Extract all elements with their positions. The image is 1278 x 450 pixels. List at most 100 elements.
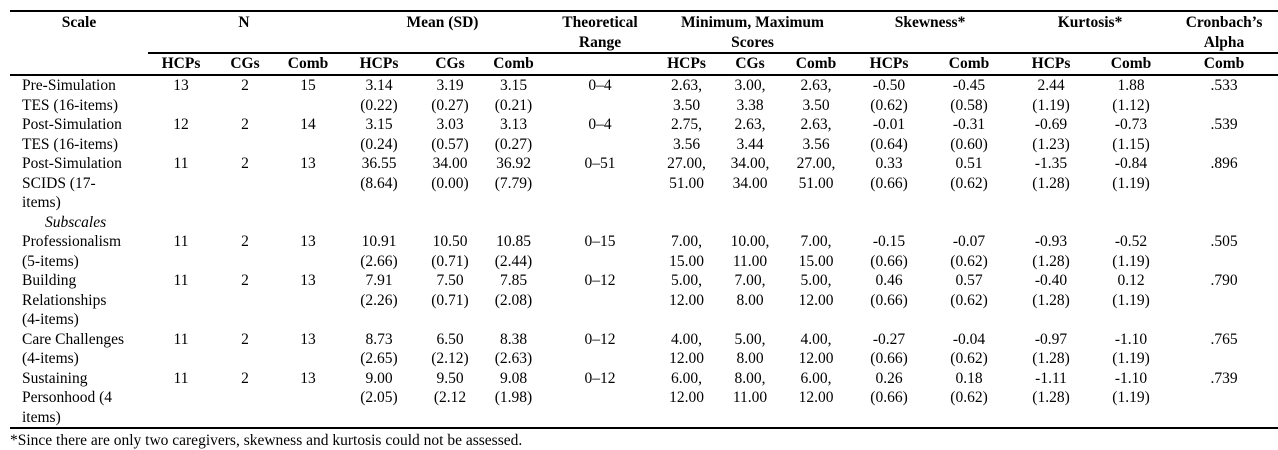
table-footnote: *Since there are only two caregivers, sk… <box>10 432 523 449</box>
group-header-n: N <box>148 11 340 54</box>
data-cell <box>1170 213 1278 233</box>
data-cell: 5.00, 12.00 <box>669 272 704 309</box>
data-cell: 27.00, 51.00 <box>796 155 836 192</box>
data-cell: 0–12 <box>584 330 616 348</box>
data-cell: 2 <box>241 272 249 289</box>
data-cell: 0–12 <box>584 272 616 289</box>
data-cell: .533 <box>1210 77 1238 94</box>
data-cell: 6.00, 12.00 <box>782 368 851 429</box>
data-cell: 0–12 <box>545 368 655 429</box>
data-cell <box>1092 213 1170 233</box>
min-max-line2: Scores <box>731 33 774 51</box>
data-cell: 0.51 (0.62) <box>950 155 988 192</box>
data-cell <box>148 213 214 233</box>
data-cell <box>928 213 1010 233</box>
data-cell: 34.00, 34.00 <box>730 155 770 192</box>
subheader-mean-comb: Comb <box>482 53 545 76</box>
data-cell: 13 <box>300 233 316 250</box>
table-row: Pre-Simulation TES (16-items) 13 2 15 3.14 (0.… <box>10 75 1278 115</box>
data-cell: -0.31 (0.60) <box>950 116 988 153</box>
data-cell: 2.63, 3.56 <box>800 116 832 153</box>
data-cell: 4.00, 12.00 <box>669 330 704 368</box>
subheader-mean-cgs: CGs <box>418 53 482 76</box>
data-cell: 9.00 (2.05) <box>340 368 418 429</box>
data-cell: 10.50 (0.71) <box>431 233 469 270</box>
data-cell: 13 <box>173 77 189 94</box>
data-cell: 7.85 (2.08) <box>494 272 533 309</box>
data-cell: 34.00 (0.00) <box>431 155 469 192</box>
subheader-minmax-cgs: CGs <box>718 53 782 76</box>
table-row: Building Relationships (4-items) 11 2 13 7.91(… <box>10 271 1278 330</box>
data-cell: -0.01 (0.64) <box>870 116 908 153</box>
group-header-skewness: Skewness* <box>850 11 1011 54</box>
data-cell: 3.00, 3.38 <box>734 77 766 114</box>
data-cell: -1.10 (1.19) <box>1092 368 1171 429</box>
scale-cell: Post-Simulation SCIDS (17- items) <box>22 155 122 211</box>
data-cell: -0.15 (0.66) <box>870 233 908 270</box>
data-cell: 7.50 (0.71) <box>431 272 469 309</box>
group-header-cronbach-alpha: Cronbach’s Alpha <box>1170 11 1278 54</box>
data-cell: 13 <box>300 330 316 348</box>
data-cell: -1.35 (1.28) <box>1032 155 1070 192</box>
data-cell: 7.00, 15.00 <box>798 233 834 270</box>
group-header-min-max-scores: Minimum, Maximum Scores <box>655 11 851 54</box>
data-cell: -0.97 (1.28) <box>1032 330 1070 368</box>
data-cell: 3.15 (0.21) <box>494 77 533 114</box>
data-cell: .765 <box>1210 330 1238 348</box>
group-header-theoretical-range: Theoretical Range <box>545 11 655 54</box>
data-cell: -1.10 (1.19) <box>1112 330 1150 368</box>
subheader-alpha-comb: Comb <box>1170 53 1278 76</box>
data-cell: 2.63, 3.44 <box>734 116 766 153</box>
data-cell: 0–51 <box>584 155 616 172</box>
table-row: Subscales <box>10 213 1278 233</box>
group-header-kurtosis: Kurtosis* <box>1010 11 1171 54</box>
table-row: Sustaining Personhood (4 items) 11 2 13 9.00 (2… <box>10 368 1278 429</box>
descriptive-statistics-table: Scale N Mean (SD) Theoretical Range Minim… <box>10 10 1278 429</box>
data-cell: 3.19 (0.27) <box>431 77 469 114</box>
subheader-skew-comb: Comb <box>928 53 1011 76</box>
scale-cell: Professionalism (5-items) <box>22 233 122 270</box>
data-cell <box>418 213 482 233</box>
data-cell: 0.26 (0.66) <box>850 368 929 429</box>
data-cell: 11 <box>173 330 189 348</box>
data-cell: 3.03 (0.57) <box>431 116 469 153</box>
data-cell: 27.00, 51.00 <box>667 155 706 192</box>
data-cell: 0.33 (0.66) <box>870 155 908 192</box>
data-cell <box>214 213 276 233</box>
data-cell: -0.69 (1.23) <box>1032 116 1070 153</box>
data-cell: .790 <box>1210 272 1238 289</box>
data-cell: 2 <box>241 77 249 94</box>
data-cell <box>782 213 850 233</box>
data-cell: -1.11 (1.28) <box>1010 368 1093 429</box>
table-row: Professionalism (5-items) 11 2 13 10.91 (2.66)… <box>10 232 1278 271</box>
data-cell: 0.46 (0.66) <box>870 272 908 309</box>
data-cell: 2.44 (1.19) <box>1032 77 1070 114</box>
subheader-kurt-hcps: HCPs <box>1010 53 1093 76</box>
subheader-kurt-comb: Comb <box>1092 53 1171 76</box>
scale-cell: Subscales <box>45 213 107 231</box>
subheader-mean-hcps: HCPs <box>340 53 418 76</box>
theoretical-range-line2: Range <box>578 33 622 51</box>
subheader-skew-hcps: HCPs <box>850 53 929 76</box>
subheader-n-hcps: HCPs <box>148 53 214 76</box>
data-cell <box>718 213 782 233</box>
data-cell: 2.63, 3.50 <box>671 77 702 114</box>
data-cell: 5.00, 12.00 <box>798 272 834 309</box>
data-cell: 1.88 (1.12) <box>1112 77 1150 114</box>
table-row: Post-Simulation TES (16-items) 12 2 14 3.15 (0… <box>10 115 1278 154</box>
scale-cell: Pre-Simulation TES (16-items) <box>22 77 118 114</box>
table-row: Care Challenges (4-items) 11 2 13 8.73 (2.65) 6… <box>10 330 1278 369</box>
theoretical-range-line1: Theoretical <box>562 14 638 31</box>
data-cell: 3.15 (0.24) <box>360 116 398 153</box>
data-cell: 7.00, 8.00 <box>734 272 766 309</box>
col-header-scale: Scale <box>61 14 97 31</box>
data-cell <box>1010 213 1092 233</box>
data-cell: -0.04 (0.62) <box>950 330 988 368</box>
data-cell: -0.45 (0.58) <box>950 77 988 114</box>
data-cell: .505 <box>1210 233 1238 250</box>
data-cell: 6.00, 12.00 <box>655 368 718 429</box>
table-row: Post-Simulation SCIDS (17- items) 11 2 13 36.5… <box>10 154 1278 213</box>
scale-cell: Sustaining Personhood (4 items) <box>10 368 148 429</box>
data-cell: 0–15 <box>584 233 616 250</box>
